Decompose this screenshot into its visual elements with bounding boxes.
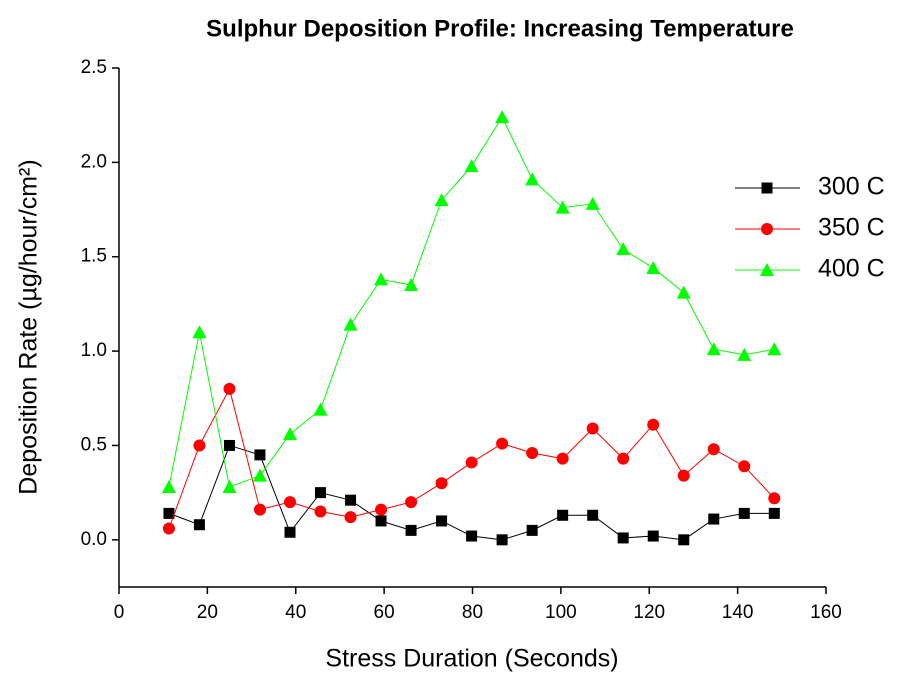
series-line [168, 116, 775, 488]
chart-title: Sulphur Deposition Profile: Increasing T… [206, 15, 794, 42]
legend-marker [761, 223, 773, 235]
marker [434, 193, 449, 207]
marker [223, 439, 235, 451]
y-tick-label: 1.0 [81, 340, 107, 361]
y-tick-label: 2.0 [81, 151, 107, 172]
marker [708, 513, 720, 525]
marker [435, 477, 448, 490]
marker [465, 456, 478, 469]
marker [343, 317, 358, 331]
marker [193, 439, 206, 452]
marker [374, 272, 389, 286]
marker [676, 285, 691, 299]
marker [647, 418, 660, 431]
marker [193, 519, 205, 531]
marker [616, 242, 631, 256]
x-tick-label: 40 [285, 602, 306, 623]
marker [345, 494, 357, 506]
marker [254, 449, 266, 461]
x-tick-label: 160 [810, 602, 842, 623]
y-axis-title: Deposition Rate (µg/hour/cm²) [15, 159, 43, 494]
marker [163, 507, 175, 519]
marker [464, 159, 479, 173]
marker [344, 511, 357, 524]
y-tick-label: 2.5 [81, 57, 107, 78]
marker [314, 505, 327, 518]
marker [737, 347, 752, 361]
marker [557, 509, 569, 521]
x-tick-label: 100 [545, 602, 577, 623]
marker [283, 427, 298, 441]
marker [496, 437, 509, 450]
marker [768, 507, 780, 519]
marker [677, 469, 690, 482]
x-tick-label: 140 [722, 602, 754, 623]
marker [404, 278, 419, 292]
marker [617, 452, 630, 465]
legend-marker [761, 182, 773, 194]
marker [617, 532, 629, 544]
marker [768, 492, 781, 505]
legend-label: 300 C [818, 173, 885, 201]
marker [284, 496, 297, 509]
y-tick-label: 1.5 [81, 246, 107, 267]
marker [466, 530, 478, 542]
marker [556, 452, 569, 465]
marker [375, 503, 388, 516]
legend-label: 400 C [818, 255, 885, 283]
marker [525, 172, 540, 186]
marker [253, 503, 266, 516]
marker [586, 422, 599, 435]
legend-marker [760, 263, 774, 276]
marker [405, 524, 417, 536]
x-axis-title: Stress Duration (Seconds) [325, 645, 618, 673]
x-tick-label: 20 [197, 602, 218, 623]
marker [587, 509, 599, 521]
marker [284, 526, 296, 538]
marker [405, 496, 418, 509]
y-tick-label: 0.5 [81, 434, 107, 455]
marker [738, 460, 751, 473]
marker [647, 530, 659, 542]
marker [314, 487, 326, 499]
marker [223, 382, 236, 395]
marker [767, 342, 782, 356]
marker [496, 534, 508, 546]
x-tick-label: 80 [462, 602, 483, 623]
marker [375, 515, 387, 527]
marker [162, 522, 175, 535]
marker [222, 479, 237, 493]
marker [738, 507, 750, 519]
marker [526, 447, 539, 460]
marker [313, 402, 328, 416]
marker [252, 468, 267, 482]
y-tick-label: 0.0 [81, 529, 107, 550]
marker [585, 196, 600, 210]
legend-label: 350 C [818, 214, 885, 242]
marker [161, 479, 176, 493]
x-tick-label: 60 [374, 602, 395, 623]
marker [646, 261, 661, 275]
marker [707, 443, 720, 456]
marker [495, 110, 510, 124]
marker [526, 524, 538, 536]
marker [706, 342, 721, 356]
x-tick-label: 120 [633, 602, 665, 623]
marker [678, 534, 690, 546]
marker [555, 200, 570, 214]
marker [436, 515, 448, 527]
marker [192, 325, 207, 339]
x-tick-label: 0 [114, 602, 125, 623]
